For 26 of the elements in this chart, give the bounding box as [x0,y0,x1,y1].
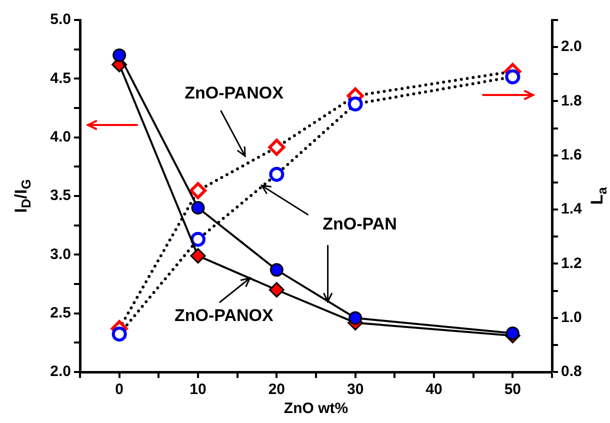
x-tick-label: 0 [115,381,124,398]
x-axis-title: ZnO wt% [284,400,348,418]
annotation: ZnO-PAN [322,214,397,234]
y-tick-label: 4.5 [50,70,71,87]
y-tick-label: 2.5 [50,304,71,322]
y2-tick-label: 1.0 [561,308,582,326]
y2-tick-label: 1.6 [561,146,582,164]
y-tick-label: 3.0 [50,246,71,263]
x-tick-label: 50 [504,381,522,398]
x-tick-label: 40 [426,381,442,398]
y2-tick-label: 1.4 [561,200,583,218]
y-tick-label: 5.0 [50,11,71,28]
y-tick-label: 4.0 [50,128,71,146]
y-tick-label: 2.0 [50,363,71,380]
y-axis-title: ID/IG [12,179,34,213]
x-tick-label: 20 [268,381,286,398]
x-tick-label: 30 [346,381,364,398]
y2-tick-label: 1.8 [561,92,582,110]
x-tick-label: 10 [190,381,206,398]
annotation: ZnO-PANOX [184,84,284,103]
annotation: ZnO-PANOX [174,306,274,325]
y2-tick-label: 1.2 [561,254,582,272]
y-tick-label: 3.5 [50,187,71,204]
y2-tick-label: 2.0 [561,38,582,56]
y2-tick-label: 0.8 [561,363,582,380]
y2-axis-title: La [588,186,610,205]
